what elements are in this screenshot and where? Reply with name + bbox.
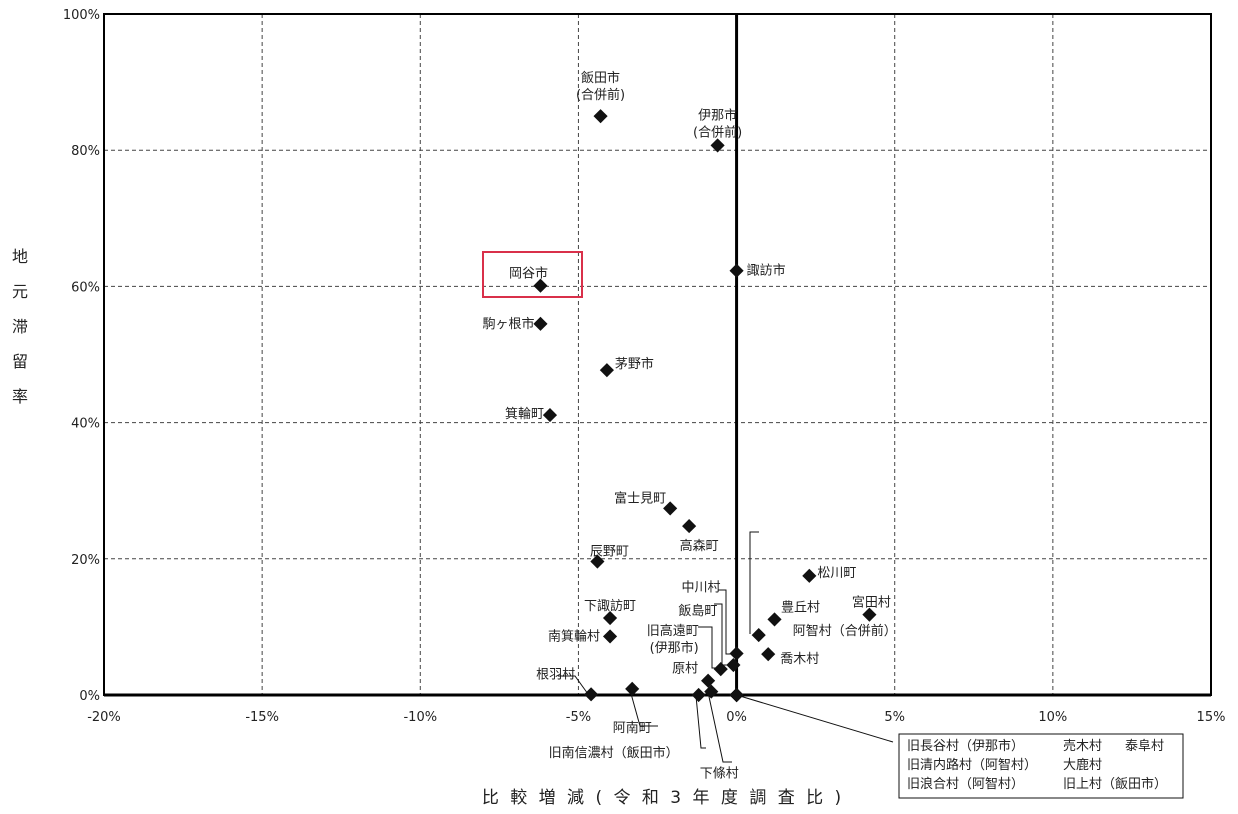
point-label: 富士見町	[614, 490, 666, 506]
point-label: 茅野市	[615, 356, 654, 372]
origin-group-label: 旧清内路村（阿智村）	[907, 757, 1037, 773]
point-label: (伊那市)	[650, 640, 699, 656]
point-label: 飯田市	[581, 70, 620, 86]
data-point	[599, 363, 614, 378]
origin-group-label: 旧上村（飯田市）	[1063, 776, 1167, 792]
x-tick-label: 0%	[726, 710, 747, 725]
data-point	[701, 673, 716, 688]
point-label: 下諏訪町	[584, 598, 636, 614]
point-label: 根羽村	[536, 667, 575, 682]
point-label: 豊丘村	[781, 600, 820, 615]
data-point	[590, 554, 605, 569]
point-label: 伊那市	[698, 107, 737, 123]
x-tick-label: 15%	[1197, 710, 1226, 725]
y-axis-label-char: 率	[12, 387, 28, 406]
y-tick-label: 60%	[71, 280, 100, 295]
data-point	[710, 138, 725, 153]
leader-line	[749, 531, 759, 634]
point-label: 岡谷市	[509, 266, 548, 282]
data-point	[862, 607, 877, 622]
data-point	[691, 687, 706, 703]
data-point	[602, 610, 618, 626]
highlight-box	[482, 251, 583, 298]
data-point	[625, 681, 640, 696]
x-tick-label: 10%	[1038, 710, 1067, 725]
data-point	[767, 612, 782, 627]
data-point	[542, 408, 558, 423]
point-label: 南箕輪村	[548, 628, 600, 644]
x-tick-label: -10%	[403, 710, 437, 725]
origin-group-label: 売木村	[1063, 738, 1102, 754]
y-tick-label: 80%	[71, 144, 100, 159]
point-label: 中川村	[682, 580, 721, 595]
point-label: 喬木村	[780, 651, 819, 667]
data-point	[663, 501, 678, 516]
data-point	[584, 687, 599, 702]
y-axis-label-char: 滞	[12, 317, 28, 336]
leader-line	[558, 675, 589, 695]
plot-frame	[103, 13, 1212, 696]
point-label: 原村	[672, 662, 698, 677]
point-label: 松川町	[817, 566, 856, 581]
y-axis-label-char: 元	[12, 282, 28, 301]
point-label: 旧高遠町	[647, 623, 699, 639]
leader-line	[629, 689, 658, 727]
point-label: 下條村	[700, 767, 739, 782]
data-point	[729, 646, 744, 661]
data-point	[729, 263, 744, 278]
origin-group-label: 泰阜村	[1125, 738, 1164, 754]
leader-line	[718, 589, 733, 655]
point-label: 阿智村（合併前）	[793, 623, 897, 639]
origin-group-label: 大鹿村	[1063, 757, 1102, 773]
leader-line	[714, 603, 729, 666]
y-axis-label-char: 地	[12, 247, 28, 266]
data-point	[533, 278, 548, 293]
origin-group-label: 旧浪合村（阿智村）	[907, 777, 1024, 792]
point-label: (合併前)	[576, 87, 625, 103]
data-point	[726, 657, 741, 673]
point-label: 宮田村	[852, 595, 891, 611]
y-tick-label: 0%	[79, 689, 100, 704]
data-point	[533, 316, 548, 331]
x-axis-label: 比 較 増 減 ( 令 和 3 年 度 調 査 比 )	[482, 788, 844, 808]
y-tick-label: 20%	[71, 553, 100, 568]
leader-line	[698, 626, 716, 669]
y-axis-label-char: 留	[12, 352, 28, 371]
point-label: 高森町	[680, 538, 719, 554]
x-tick-label: -5%	[566, 710, 591, 725]
x-tick-label: 5%	[884, 710, 905, 725]
y-tick-label: 100%	[63, 8, 100, 23]
point-label: 旧南信濃村（飯田市）	[549, 745, 679, 761]
leader-line	[707, 691, 732, 763]
y-tick-label: 40%	[71, 417, 100, 432]
data-point	[602, 629, 618, 644]
point-label: 諏訪市	[747, 263, 786, 279]
origin-group-box	[898, 733, 1184, 799]
point-label: (合併前)	[693, 124, 742, 140]
origin-group-label: 旧長谷村（伊那市）	[907, 738, 1024, 754]
leader-line	[695, 695, 706, 749]
point-label: 箕輪町	[505, 406, 544, 422]
point-label: 阿南町	[613, 720, 652, 736]
data-point	[704, 684, 719, 699]
data-point	[682, 519, 697, 534]
x-tick-label: -20%	[87, 710, 121, 725]
point-label: 駒ヶ根市	[482, 316, 534, 332]
data-point	[713, 662, 728, 677]
leader-line	[736, 694, 894, 743]
data-point	[751, 628, 766, 643]
point-label: 辰野町	[590, 545, 629, 560]
x-tick-label: -15%	[245, 710, 279, 725]
data-point	[593, 109, 608, 124]
data-point	[761, 647, 776, 662]
data-point	[802, 568, 817, 583]
point-label: 飯島町	[678, 604, 717, 619]
